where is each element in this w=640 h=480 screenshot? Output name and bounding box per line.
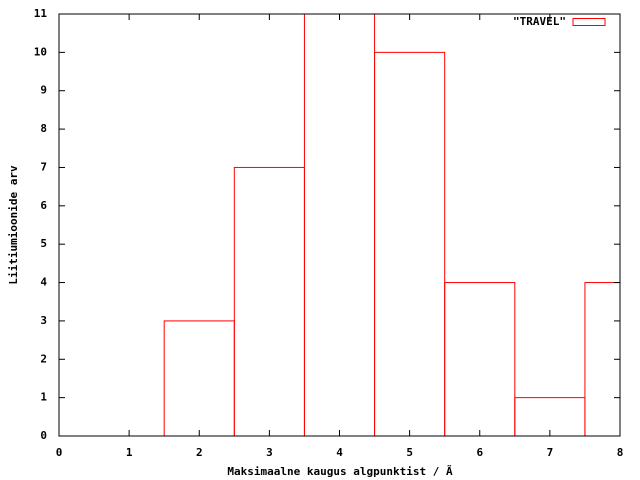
y-tick-label: 8 xyxy=(40,122,47,135)
legend-label: "TRAVEL" xyxy=(513,15,566,28)
x-axis-label: Maksimaalne kaugus algpunktist / Ã xyxy=(227,465,453,478)
x-tick-label: 6 xyxy=(476,446,483,459)
y-tick-label: 10 xyxy=(34,45,47,58)
y-tick-label: 0 xyxy=(40,429,47,442)
x-tick-label: 7 xyxy=(547,446,554,459)
y-tick-label: 4 xyxy=(40,276,47,289)
bar xyxy=(233,166,305,436)
y-tick-label: 5 xyxy=(40,237,47,250)
bar xyxy=(584,282,620,436)
y-tick-label: 3 xyxy=(40,314,47,327)
y-tick-label: 6 xyxy=(40,199,47,212)
y-tick-label: 11 xyxy=(34,7,48,20)
y-tick-label: 7 xyxy=(40,160,47,173)
x-tick-label: 4 xyxy=(336,446,343,459)
y-axis-label: Liitiumioonide arv xyxy=(7,165,20,285)
bar xyxy=(163,320,235,436)
x-tick-label: 2 xyxy=(196,446,203,459)
x-tick-label: 8 xyxy=(617,446,624,459)
x-tick-label: 0 xyxy=(56,446,63,459)
y-tick-label: 1 xyxy=(40,391,47,404)
legend-swatch xyxy=(572,18,606,26)
plot-frame xyxy=(58,13,621,437)
x-tick-label: 1 xyxy=(126,446,133,459)
bar xyxy=(374,51,446,436)
bar xyxy=(303,14,376,436)
plot-area xyxy=(163,14,620,436)
x-tick-label: 3 xyxy=(266,446,273,459)
x-tick-label: 5 xyxy=(406,446,413,459)
bar xyxy=(444,282,516,436)
y-tick-label: 2 xyxy=(40,352,47,365)
y-tick-label: 9 xyxy=(40,84,47,97)
